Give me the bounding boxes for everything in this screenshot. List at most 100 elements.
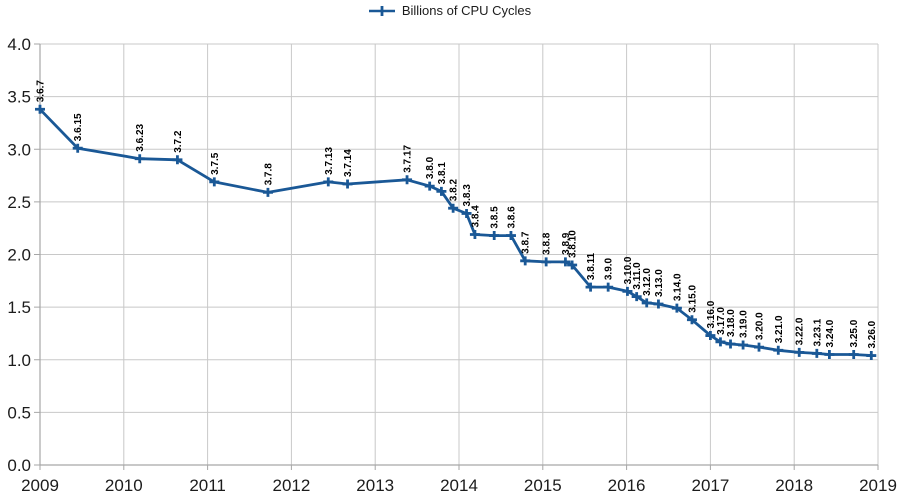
data-point-marker [794, 347, 805, 357]
x-axis-tick-label: 2018 [775, 476, 813, 495]
data-point-label: 3.8.2 [449, 179, 460, 202]
data-point-marker [641, 298, 652, 308]
x-axis-tick-label: 2019 [859, 476, 897, 495]
y-axis-tick-label: 3.5 [7, 88, 31, 107]
data-point-marker [567, 260, 578, 270]
y-axis-tick-label: 0.5 [7, 403, 31, 422]
data-point-label: 3.6.23 [135, 123, 146, 151]
data-point-marker [402, 175, 413, 185]
y-axis-tick-label: 4.0 [7, 35, 31, 54]
data-point-marker [773, 345, 784, 355]
data-point-marker [631, 292, 642, 302]
data-point-label: 3.22.0 [795, 317, 806, 345]
data-point-marker [461, 208, 472, 218]
data-point-marker [671, 303, 682, 313]
y-axis-tick-label: 2.0 [7, 246, 31, 265]
data-point-label: 3.19.0 [739, 310, 750, 338]
y-axis-tick-label: 1.5 [7, 298, 31, 317]
data-point-marker [824, 349, 835, 359]
y-axis-tick-label: 0.0 [7, 456, 31, 475]
data-point-marker [811, 348, 822, 358]
data-point-marker [72, 143, 83, 153]
x-axis-tick-label: 2012 [272, 476, 310, 495]
x-axis-tick-label: 2017 [691, 476, 729, 495]
data-point-label: 3.23.1 [812, 318, 823, 346]
x-axis-tick-label: 2010 [105, 476, 143, 495]
data-point-label: 3.12.0 [642, 268, 653, 296]
data-point-label: 3.8.5 [490, 206, 501, 229]
data-point-marker [560, 257, 571, 267]
data-point-marker [866, 351, 877, 361]
data-point-marker [725, 339, 736, 349]
data-point-label: 3.15.0 [687, 285, 698, 313]
legend: Billions of CPU Cycles [0, 3, 899, 18]
data-point-marker [489, 231, 500, 241]
data-point-label: 3.8.6 [506, 206, 517, 229]
data-point-marker [424, 181, 435, 191]
data-point-marker [541, 257, 552, 267]
data-point-label: 3.8.7 [521, 231, 532, 254]
data-point-label: 3.8.9 [561, 232, 572, 255]
data-point-label: 3.7.2 [173, 130, 184, 153]
data-point-marker [622, 286, 633, 296]
data-point-marker [754, 342, 765, 352]
data-point-marker [262, 187, 273, 197]
data-point-marker [715, 337, 726, 347]
data-point-marker [342, 179, 353, 189]
x-axis-tick-label: 2011 [189, 476, 226, 495]
data-point-label: 3.7.14 [343, 149, 354, 177]
data-point-marker [172, 155, 183, 165]
data-point-label: 3.7.8 [263, 163, 274, 186]
data-point-marker [705, 331, 716, 341]
data-point-label: 3.8.3 [462, 184, 473, 207]
data-point-marker [686, 315, 697, 325]
data-point-label: 3.24.0 [825, 319, 836, 347]
data-point-marker [738, 340, 749, 350]
legend-label: Billions of CPU Cycles [401, 3, 532, 18]
data-point-label: 3.21.0 [774, 315, 785, 343]
data-point-marker [653, 299, 664, 309]
data-point-label: 3.11.0 [632, 262, 643, 290]
data-point-marker [209, 177, 220, 187]
data-point-label: 3.8.8 [542, 232, 553, 255]
y-axis-tick-label: 3.0 [7, 140, 31, 159]
data-point-marker [603, 282, 614, 292]
data-point-label: 3.8.4 [470, 205, 481, 228]
data-point-marker [134, 154, 145, 164]
data-point-marker [323, 177, 334, 187]
data-point-label: 3.8.0 [425, 156, 436, 179]
data-point-label: 3.18.0 [726, 309, 737, 337]
data-point-marker [448, 203, 459, 213]
x-axis-tick-label: 2014 [440, 476, 478, 495]
data-point-label: 3.6.7 [36, 80, 47, 103]
x-axis-tick-label: 2009 [21, 476, 59, 495]
data-point-label: 3.16.0 [706, 300, 717, 328]
data-point-label: 3.17.0 [716, 307, 727, 335]
data-point-label: 3.7.13 [324, 147, 335, 175]
data-point-label: 3.13.0 [654, 269, 665, 297]
data-point-label: 3.8.1 [437, 162, 448, 185]
legend-line-marker-icon [368, 5, 395, 16]
data-point-marker [436, 186, 447, 196]
data-point-marker [585, 282, 596, 292]
y-axis-tick-label: 1.0 [7, 351, 31, 370]
data-point-label: 3.8.10 [568, 230, 579, 258]
data-point-label: 3.9.0 [604, 257, 615, 280]
data-point-marker [520, 256, 531, 266]
data-point-label: 3.7.5 [210, 152, 221, 175]
x-axis-tick-label: 2013 [356, 476, 394, 495]
data-point-label: 3.20.0 [755, 312, 766, 340]
data-point-label: 3.7.17 [403, 145, 414, 173]
data-point-label: 3.6.15 [73, 113, 84, 141]
data-point-label: 3.25.0 [849, 319, 860, 347]
data-point-label: 3.8.11 [586, 252, 597, 280]
data-point-label: 3.26.0 [867, 320, 878, 348]
x-axis-tick-label: 2016 [608, 476, 646, 495]
y-axis-tick-label: 2.5 [7, 193, 31, 212]
data-point-marker [505, 231, 516, 241]
data-point-marker [35, 104, 45, 114]
data-point-label: 3.10.0 [623, 256, 634, 284]
data-point-marker [848, 349, 859, 359]
